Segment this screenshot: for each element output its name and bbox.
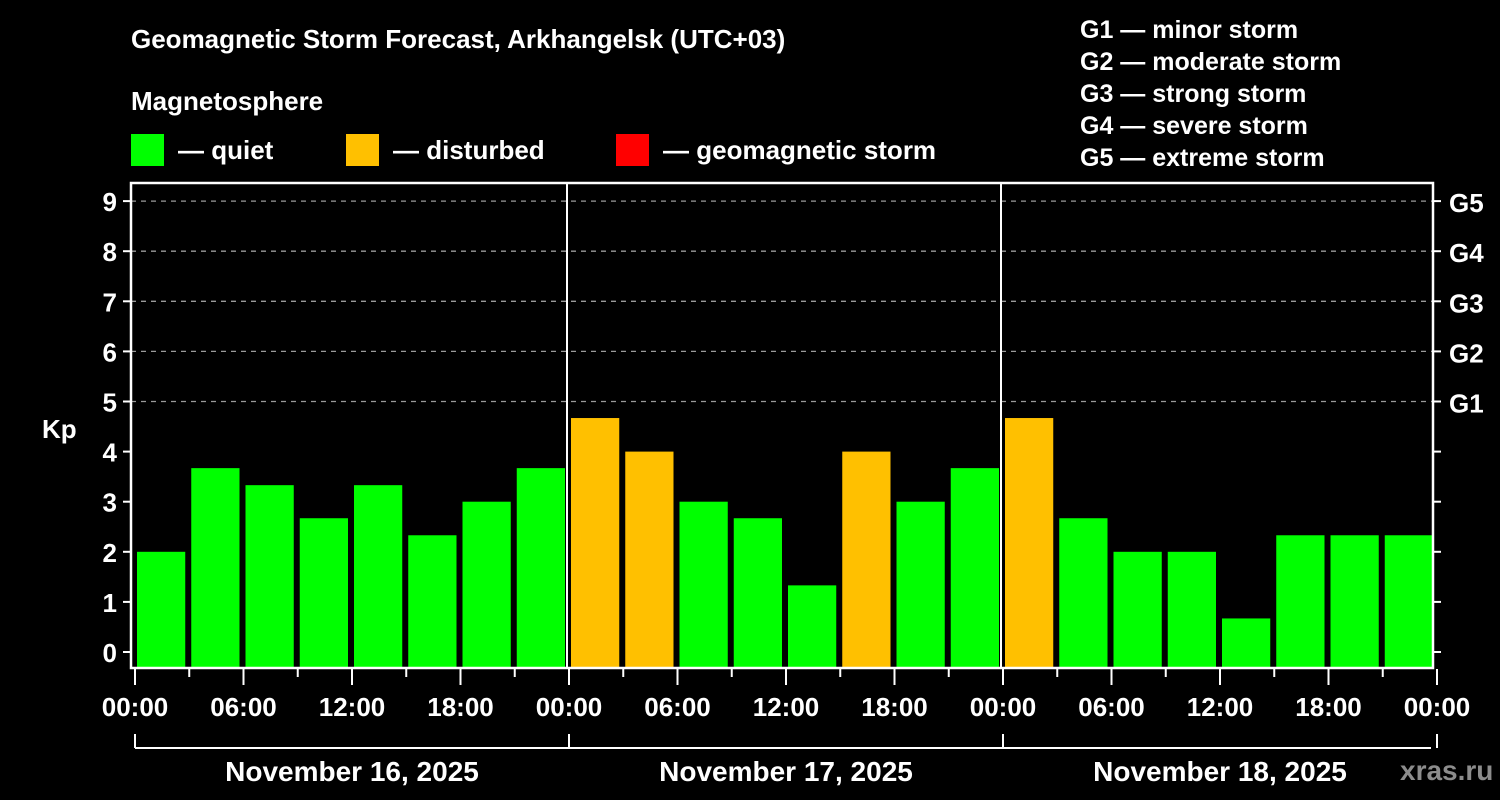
x-tick-label: 18:00 xyxy=(1295,692,1362,722)
bar-quiet xyxy=(1276,535,1325,668)
g4-legend: G4 — severe storm xyxy=(1080,112,1308,140)
bar-quiet xyxy=(245,485,294,668)
day-label: November 17, 2025 xyxy=(659,756,913,787)
legend-quiet-label: — quiet xyxy=(178,134,274,165)
chart-title: Geomagnetic Storm Forecast, Arkhangelsk … xyxy=(131,24,786,54)
bar-quiet xyxy=(1330,535,1379,668)
legend-storm: — geomagnetic storm xyxy=(616,134,936,166)
x-tick-label: 00:00 xyxy=(1404,692,1471,722)
g5-legend: G5 — extreme storm xyxy=(1080,144,1325,172)
bar-quiet xyxy=(299,518,348,668)
y-tick-label: 0 xyxy=(103,638,117,668)
x-tick-label: 00:00 xyxy=(102,692,169,722)
x-tick-label: 06:00 xyxy=(644,692,711,722)
bar-quiet xyxy=(896,501,945,668)
y-tick-label: 7 xyxy=(103,287,117,317)
x-tick-label: 18:00 xyxy=(427,692,494,722)
disturbed-swatch-icon xyxy=(346,134,379,166)
g2-legend: G2 — moderate storm xyxy=(1080,48,1342,76)
y-axis-label: Kp xyxy=(42,414,77,444)
y-tick-label: 1 xyxy=(103,588,117,618)
day-label: November 18, 2025 xyxy=(1093,756,1347,787)
bar-quiet xyxy=(1222,618,1271,668)
bar-quiet xyxy=(408,535,457,668)
bar-quiet xyxy=(788,585,837,668)
g-level-label: G5 xyxy=(1449,188,1484,218)
bar-quiet xyxy=(516,468,565,668)
y-tick-label: 6 xyxy=(103,337,117,367)
bar-quiet xyxy=(137,551,186,668)
y-tick-label: 9 xyxy=(103,187,117,217)
bar-quiet xyxy=(1059,518,1108,668)
g-level-label: G4 xyxy=(1449,238,1484,268)
bar-quiet xyxy=(733,518,782,668)
storm-swatch-icon xyxy=(616,134,649,166)
legend-quiet: — quiet xyxy=(131,134,273,166)
bar-quiet xyxy=(1384,535,1433,668)
x-tick-label: 00:00 xyxy=(970,692,1037,722)
bar-quiet xyxy=(950,468,999,668)
x-tick-label: 12:00 xyxy=(753,692,820,722)
g3-legend: G3 — strong storm xyxy=(1080,80,1307,108)
grid-lines xyxy=(131,200,1433,403)
bar-disturbed xyxy=(625,451,674,668)
x-tick-label: 06:00 xyxy=(1078,692,1145,722)
g-level-label: G3 xyxy=(1449,288,1484,318)
x-tick-label: 06:00 xyxy=(210,692,277,722)
y-tick-label: 8 xyxy=(103,237,117,267)
x-tick-label: 12:00 xyxy=(1187,692,1254,722)
day-label: November 16, 2025 xyxy=(225,756,479,787)
g1-legend: G1 — minor storm xyxy=(1080,16,1299,44)
y-tick-label: 5 xyxy=(103,388,117,418)
y-tick-label: 4 xyxy=(103,438,118,468)
plot-frame xyxy=(129,181,1435,670)
bar-quiet xyxy=(191,468,240,668)
axes: 0 1 2 3 4 5 6 7 8 9 Kp G1 G2 G3 G4 G5 00:00 06:00 12:00 18:… xyxy=(42,187,1484,787)
bar-disturbed xyxy=(842,451,891,668)
y-tick-label: 3 xyxy=(103,488,117,518)
bar-quiet xyxy=(1167,551,1216,668)
g-level-label: G2 xyxy=(1449,338,1484,368)
bar-quiet xyxy=(679,501,728,668)
bar-quiet xyxy=(1113,551,1162,668)
x-tick-label: 12:00 xyxy=(319,692,386,722)
bar-disturbed xyxy=(1005,418,1054,668)
legend-title: Magnetosphere xyxy=(131,86,324,116)
g-scale-legend: G1 — minor storm G2 — moderate storm G3 … xyxy=(1080,14,1341,174)
x-tick-label: 18:00 xyxy=(861,692,928,722)
x-tick-label: 00:00 xyxy=(536,692,603,722)
quiet-swatch-icon xyxy=(131,134,164,166)
bar-quiet xyxy=(462,501,511,668)
y-tick-label: 2 xyxy=(103,538,117,568)
bar-quiet xyxy=(354,485,403,668)
bar-disturbed xyxy=(571,418,620,668)
legend-disturbed-label: — disturbed xyxy=(393,134,545,165)
legend-disturbed: — disturbed xyxy=(346,134,545,166)
legend-storm-label: — geomagnetic storm xyxy=(663,134,937,165)
watermark: xras.ru xyxy=(1400,755,1494,786)
g-level-label: G1 xyxy=(1449,389,1484,419)
bars xyxy=(137,418,1433,668)
